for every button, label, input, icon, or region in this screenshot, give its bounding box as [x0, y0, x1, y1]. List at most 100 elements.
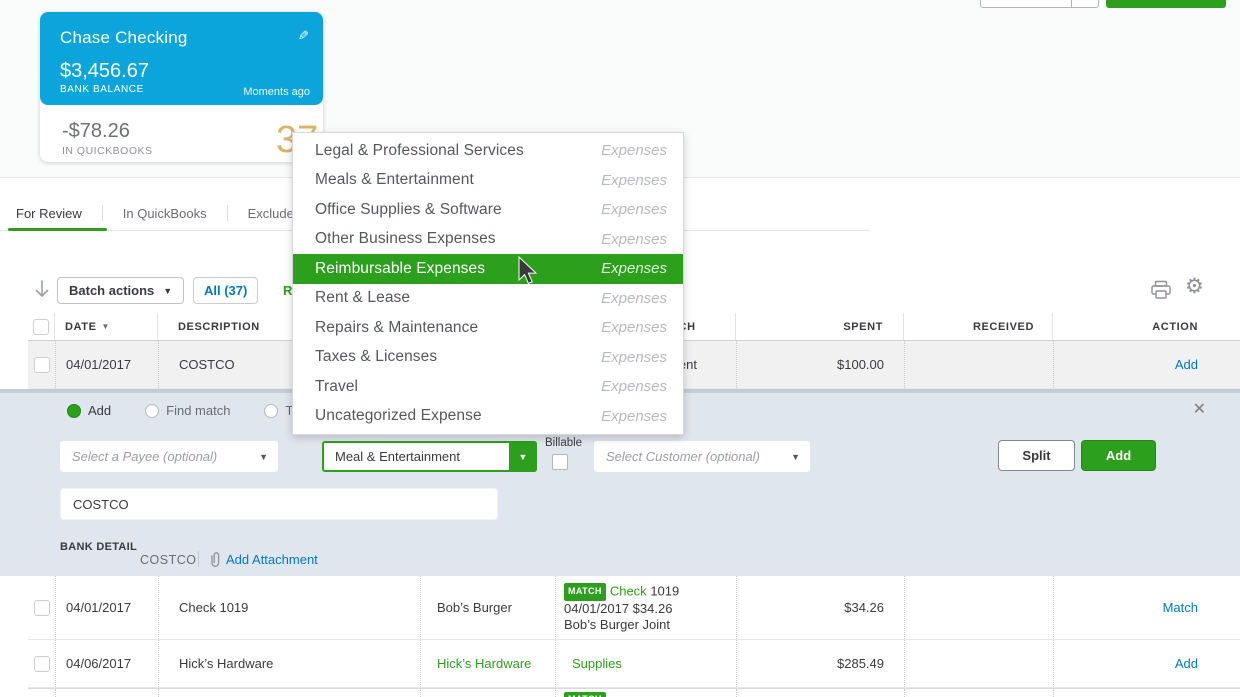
row-checkbox[interactable]: [33, 356, 50, 373]
memo-input[interactable]: [60, 488, 498, 520]
divider: [198, 551, 199, 567]
header-date[interactable]: DATE ▼: [55, 313, 158, 340]
batch-actions-button[interactable]: Batch actions ▼: [57, 277, 185, 304]
cell-spent: $34.26: [736, 576, 904, 639]
table-row-hicks-hardware[interactable]: 04/06/2017 Hick’s Hardware Hick’s Hardwa…: [28, 640, 1240, 688]
add-link[interactable]: Add: [1174, 357, 1198, 372]
select-arrow-divider: [1071, 0, 1072, 7]
menu-item-meals-entertainment[interactable]: Meals & Entertainment Expenses: [315, 171, 667, 189]
header-action: ACTION: [1152, 320, 1198, 333]
update-button-cutoff[interactable]: [1106, 0, 1226, 8]
quickbooks-balance: -$78.26: [62, 120, 130, 142]
cell-payee: [420, 689, 555, 697]
last-updated-text: Moments ago: [243, 86, 310, 98]
tab-in-quickbooks[interactable]: In QuickBooks: [122, 205, 207, 221]
cell-spent: $285.49: [736, 640, 904, 687]
tab-excluded[interactable]: Excluded: [247, 205, 302, 221]
cell-description: COSTCO: [158, 341, 420, 388]
header-spent[interactable]: SPENT: [736, 313, 904, 340]
gear-icon[interactable]: ⚙: [1185, 275, 1204, 298]
table-row-check-1019[interactable]: 04/01/2017 Check 1019 Bob’s Burger MATCH…: [28, 576, 1240, 640]
paperclip-icon: [211, 552, 220, 567]
menu-item-uncategorized-expense[interactable]: Uncategorized Expense Expenses: [315, 407, 667, 425]
cell-action: Add: [1053, 640, 1240, 687]
close-icon[interactable]: ✕: [1192, 401, 1206, 418]
cell-received: [904, 341, 1053, 388]
filter-all-button[interactable]: All (37): [193, 277, 259, 304]
select-all-checkbox-cell: [28, 313, 55, 340]
radio-find-match[interactable]: Find match: [145, 403, 230, 418]
menu-item-repairs-maintenance[interactable]: Repairs & Maintenance Expenses: [315, 318, 667, 337]
match-date-amount: 04/01/2017 $34.26: [564, 601, 673, 617]
cell-spent: $100.00: [736, 341, 904, 388]
cell-description: Check 1019: [158, 576, 420, 639]
cell-match-details: MATCH: [555, 689, 736, 697]
chevron-down-icon[interactable]: ▼: [509, 441, 537, 472]
match-badge: MATCH: [564, 692, 606, 697]
match-payee-name: Bob’s Burger Joint: [564, 616, 670, 632]
radio-find-match-icon: [145, 403, 160, 418]
payee-select[interactable]: Select a Payee (optional) ▼: [60, 441, 278, 472]
radio-add-label: Add: [88, 403, 112, 418]
menu-item-taxes-licenses[interactable]: Taxes & Licenses Expenses: [315, 348, 667, 366]
menu-item-reimbursable-expenses[interactable]: Reimbursable Expenses Expenses: [293, 254, 683, 284]
download-arrow-icon: [35, 280, 49, 297]
payee-placeholder: Select a Payee (optional): [72, 449, 218, 464]
match-link[interactable]: Match: [1162, 600, 1198, 615]
print-icon[interactable]: [1150, 280, 1172, 300]
category-dropdown-menu: Legal & Professional Services Expenses Me…: [292, 132, 684, 435]
match-ref-number: 1019: [650, 583, 680, 599]
row-checkbox-cell: [28, 640, 55, 687]
row-checkbox-cell: [28, 689, 55, 697]
chevron-down-icon: ▼: [163, 285, 173, 296]
mouse-cursor: [518, 256, 538, 285]
radio-find-match-label: Find match: [166, 403, 231, 418]
account-name: Chase Checking: [60, 28, 188, 47]
cell-received: [904, 689, 1053, 697]
match-ref-type: Check: [609, 583, 647, 599]
transactions-table-lower: 04/01/2017 Check 1019 Bob’s Burger MATCH…: [28, 576, 1240, 697]
header-received[interactable]: RECEIVED: [904, 313, 1053, 340]
add-link[interactable]: Add: [1174, 656, 1198, 671]
row-checkbox[interactable]: [33, 655, 50, 672]
billable-checkbox[interactable]: [552, 454, 568, 470]
tab-for-review[interactable]: For Review: [16, 205, 82, 221]
cell-action: Match: [1053, 576, 1240, 639]
date-filter-select-cutoff[interactable]: [980, 0, 1099, 8]
add-button[interactable]: Add: [1081, 440, 1156, 471]
menu-item-other-business-expenses[interactable]: Other Business Expenses Expenses: [315, 230, 667, 248]
tab-divider: [101, 205, 103, 221]
row-checkbox-cell: [28, 576, 55, 639]
category-select[interactable]: Meal & Entertainment ▼: [322, 441, 537, 472]
active-tab-underline: [8, 228, 107, 231]
chevron-down-icon: ▼: [259, 451, 268, 462]
cell-action: [1053, 689, 1240, 697]
table-row-partial[interactable]: MATCH: [28, 688, 1240, 697]
cell-description: Hick’s Hardware: [158, 640, 420, 687]
chevron-down-icon: ▼: [791, 451, 800, 462]
select-all-checkbox[interactable]: [33, 318, 49, 335]
cell-category: Supplies: [555, 640, 736, 687]
bank-balance-amount: $3,456.67: [60, 60, 149, 82]
sort-caret-icon: ▼: [101, 322, 111, 331]
edit-pencil-icon[interactable]: ✎: [298, 28, 309, 43]
add-attachment-link[interactable]: Add Attachment: [210, 551, 318, 568]
row-checkbox-cell: [28, 341, 55, 388]
menu-item-office-supplies-software[interactable]: Office Supplies & Software Expenses: [315, 200, 667, 219]
bank-account-card[interactable]: Chase Checking ✎ $3,456.67 BANK BALANCE …: [40, 12, 323, 105]
cell-match-details: MATCH Check 1019 04/01/2017 $34.26 Bob’s …: [555, 576, 736, 639]
cell-payee: Hick’s Hardware: [420, 640, 555, 687]
bank-balance-label: BANK BALANCE: [60, 84, 144, 95]
radio-add[interactable]: Add: [67, 403, 111, 418]
filter-all-label: All (37): [204, 283, 248, 298]
row-checkbox[interactable]: [33, 599, 50, 616]
quickbooks-balance-label: IN QUICKBOOKS: [62, 145, 153, 157]
menu-item-travel[interactable]: Travel Expenses: [315, 377, 667, 396]
customer-select[interactable]: Select Customer (optional) ▼: [594, 441, 810, 472]
menu-item-rent-lease[interactable]: Rent & Lease Expenses: [315, 289, 667, 307]
billable-label: Billable: [545, 437, 583, 449]
menu-item-legal-professional-services[interactable]: Legal & Professional Services Expenses: [315, 141, 667, 160]
split-button[interactable]: Split: [998, 440, 1075, 471]
bank-detail-value: COSTCO: [140, 553, 197, 567]
